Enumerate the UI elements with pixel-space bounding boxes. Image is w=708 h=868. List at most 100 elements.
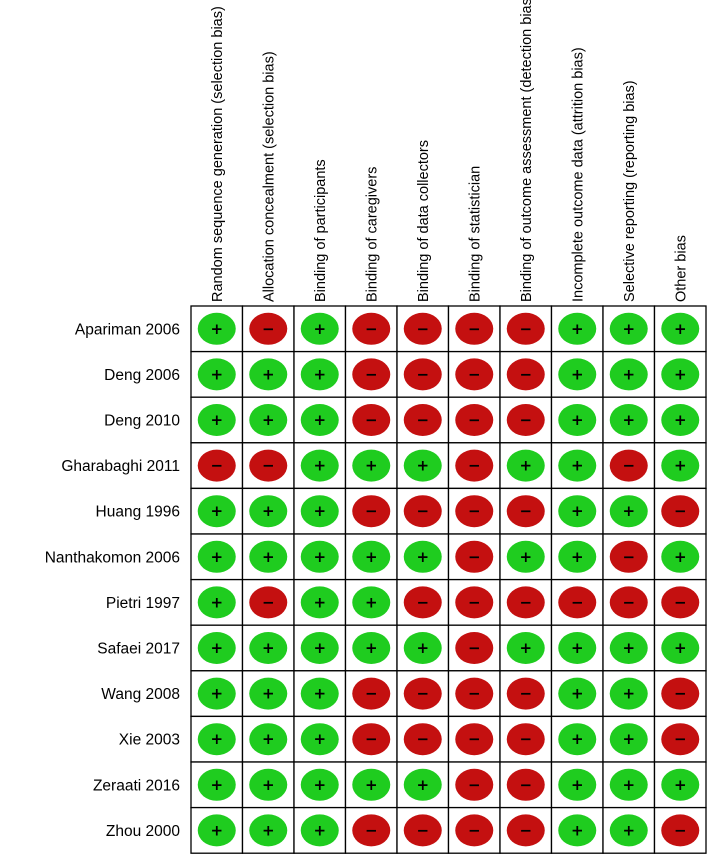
high-risk-marker bbox=[609, 586, 648, 619]
low-risk-marker bbox=[300, 449, 339, 482]
low-risk-marker bbox=[506, 540, 545, 573]
column-label: Binding of participants bbox=[313, 159, 329, 302]
risk-symbol: − bbox=[365, 365, 378, 383]
risk-symbol: − bbox=[365, 502, 378, 520]
low-risk-marker bbox=[506, 632, 545, 664]
risk-symbol: − bbox=[416, 365, 429, 383]
risk-symbol: + bbox=[313, 548, 326, 566]
high-risk-marker bbox=[661, 814, 700, 847]
risk-symbol: + bbox=[313, 365, 326, 383]
risk-symbol: + bbox=[262, 548, 275, 566]
risk-symbol: + bbox=[622, 685, 635, 703]
risk-symbol: + bbox=[622, 776, 635, 794]
low-risk-marker bbox=[352, 540, 391, 573]
study-label: Wang 2008 bbox=[101, 686, 180, 703]
high-risk-marker bbox=[403, 677, 442, 710]
low-risk-marker bbox=[558, 768, 597, 801]
low-risk-marker bbox=[609, 312, 648, 345]
high-risk-marker bbox=[609, 449, 648, 482]
risk-symbol: − bbox=[674, 730, 687, 748]
low-risk-marker bbox=[300, 586, 339, 619]
risk-symbol: + bbox=[313, 730, 326, 748]
risk-symbol: − bbox=[622, 457, 635, 475]
risk-symbol: − bbox=[519, 776, 532, 794]
high-risk-marker bbox=[249, 586, 288, 619]
risk-symbol: + bbox=[365, 548, 378, 566]
risk-symbol: + bbox=[622, 821, 635, 839]
low-risk-marker bbox=[352, 449, 391, 482]
risk-symbol: + bbox=[674, 320, 687, 338]
low-risk-marker bbox=[249, 404, 288, 436]
low-risk-marker bbox=[558, 404, 597, 436]
low-risk-marker bbox=[352, 768, 391, 801]
risk-symbol: + bbox=[416, 457, 429, 475]
risk-symbol: − bbox=[416, 320, 429, 338]
risk-symbol: − bbox=[674, 593, 687, 611]
risk-symbol: + bbox=[210, 411, 223, 429]
low-risk-marker bbox=[609, 632, 648, 664]
study-label: Xie 2003 bbox=[119, 732, 180, 749]
risk-symbol: + bbox=[262, 685, 275, 703]
row-labels: Apariman 2006 Deng 2006 Deng 2010 Gharabagh… bbox=[45, 321, 181, 840]
risk-symbol: + bbox=[571, 411, 584, 429]
risk-symbol: + bbox=[622, 320, 635, 338]
column-label: Binding of data collectors bbox=[416, 140, 432, 302]
risk-symbol: − bbox=[519, 411, 532, 429]
risk-symbol: + bbox=[210, 639, 223, 657]
low-risk-marker bbox=[300, 768, 339, 801]
high-risk-marker bbox=[352, 495, 391, 528]
low-risk-marker bbox=[249, 540, 288, 573]
risk-symbol: − bbox=[365, 821, 378, 839]
risk-symbol: + bbox=[365, 593, 378, 611]
high-risk-marker bbox=[609, 540, 648, 573]
risk-symbol: − bbox=[468, 639, 481, 657]
low-risk-marker bbox=[300, 358, 339, 391]
risk-symbol: + bbox=[262, 502, 275, 520]
risk-symbol: + bbox=[571, 776, 584, 794]
risk-symbol: − bbox=[468, 685, 481, 703]
risk-symbol: + bbox=[262, 776, 275, 794]
column-label: Allocation concealment (selection bias) bbox=[261, 51, 277, 302]
risk-symbol: + bbox=[571, 365, 584, 383]
high-risk-marker bbox=[506, 586, 545, 619]
risk-symbol: + bbox=[365, 776, 378, 794]
low-risk-marker bbox=[300, 312, 339, 345]
risk-symbol: + bbox=[571, 730, 584, 748]
risk-symbol: − bbox=[519, 502, 532, 520]
low-risk-marker bbox=[609, 677, 648, 710]
high-risk-marker bbox=[661, 723, 700, 756]
risk-symbol: + bbox=[313, 411, 326, 429]
low-risk-marker bbox=[558, 312, 597, 345]
high-risk-marker bbox=[403, 404, 442, 436]
high-risk-marker bbox=[455, 632, 494, 664]
low-risk-marker bbox=[609, 404, 648, 436]
risk-symbol: − bbox=[262, 320, 275, 338]
low-risk-marker bbox=[609, 723, 648, 756]
low-risk-marker bbox=[661, 632, 700, 664]
risk-symbol: + bbox=[416, 548, 429, 566]
low-risk-marker bbox=[609, 358, 648, 391]
low-risk-marker bbox=[300, 677, 339, 710]
risk-symbol: + bbox=[571, 502, 584, 520]
high-risk-marker bbox=[455, 814, 494, 847]
low-risk-marker bbox=[197, 495, 236, 528]
low-risk-marker bbox=[300, 540, 339, 573]
risk-symbol: + bbox=[262, 411, 275, 429]
risk-symbol: + bbox=[262, 365, 275, 383]
risk-symbol: − bbox=[416, 502, 429, 520]
judgement-grid: + − + − − − − + + + + + + − − − − + + + + + + − − − − + + + − − + + + − + + − +… bbox=[190, 305, 707, 854]
risk-symbol: − bbox=[468, 548, 481, 566]
risk-symbol: − bbox=[416, 821, 429, 839]
risk-symbol: − bbox=[468, 320, 481, 338]
risk-symbol: + bbox=[210, 548, 223, 566]
risk-symbol: + bbox=[313, 821, 326, 839]
high-risk-marker bbox=[403, 358, 442, 391]
high-risk-marker bbox=[455, 586, 494, 619]
risk-symbol: + bbox=[210, 776, 223, 794]
risk-symbol: − bbox=[262, 457, 275, 475]
risk-symbol: + bbox=[571, 821, 584, 839]
risk-symbol: + bbox=[674, 548, 687, 566]
risk-symbol: + bbox=[571, 320, 584, 338]
low-risk-marker bbox=[558, 449, 597, 482]
